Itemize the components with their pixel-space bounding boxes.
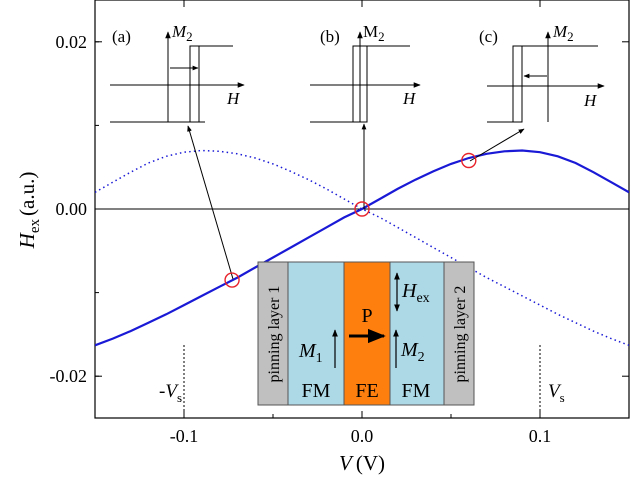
m1-label: M1 (298, 340, 323, 366)
fe-label: FE (355, 380, 378, 402)
fm-1-label: FM (302, 380, 331, 402)
inset-b-ylabel: M2 (363, 22, 385, 44)
axis-ticks: -0.1 0.0 0.1 -0.02 0.00 0.02 (50, 0, 630, 446)
pinning-layer-1 (257, 261, 289, 406)
inset-a-xlabel: H (226, 89, 241, 108)
y-tick-label: 0.00 (56, 199, 88, 219)
inset-b-panel-label: (b) (320, 27, 340, 46)
inset-c-xlabel: H (583, 91, 598, 110)
x-axis-label: V (V) (339, 451, 385, 475)
y-axis-label: Hex(a.u.) (15, 172, 43, 250)
inset-c-loop (487, 45, 598, 123)
marker-circle (224, 272, 240, 288)
fm-2-label: FM (402, 380, 431, 402)
pinning-layer-2-label: pinning layer 2 (452, 286, 469, 383)
p-label: P (361, 305, 372, 327)
marker-circle (354, 201, 370, 217)
inset-a-loop (110, 45, 233, 123)
inset-a-ylabel: M2 (171, 22, 193, 44)
pinning-layer-1-label: pinning layer 1 (266, 286, 283, 383)
inset-c-ylabel: M2 (552, 22, 574, 44)
inset-b-xlabel: H (402, 89, 417, 108)
m2-label: M2 (400, 339, 425, 365)
pinning-layer-2 (443, 261, 475, 406)
inset-c-panel-label: (c) (479, 27, 498, 46)
device-schematic: pinning layer 1 pinning layer 2 FM FE FM… (257, 261, 475, 406)
inset-b: (b) M2 H (310, 22, 421, 123)
vs-label: -Vs (159, 381, 182, 405)
vs-label: Vs (548, 381, 565, 405)
inset-a-panel-label: (a) (112, 27, 131, 46)
pointer-arrows (187, 123, 525, 280)
y-tick-label: 0.02 (56, 32, 88, 52)
y-tick-label: -0.02 (50, 366, 88, 386)
vs-lines: -Vs Vs (159, 345, 565, 418)
x-tick-label: 0.0 (351, 426, 374, 446)
inset-c: (c) M2 H (479, 22, 605, 123)
inset-a: (a) M2 H (110, 22, 245, 123)
x-tick-label: -0.1 (170, 426, 199, 446)
series-solid (95, 149, 629, 347)
hex-label: Hex (401, 280, 430, 306)
inset-b-loop (310, 45, 410, 123)
marker-circle (461, 152, 477, 169)
x-tick-label: 0.1 (529, 426, 552, 446)
markers (224, 152, 477, 288)
